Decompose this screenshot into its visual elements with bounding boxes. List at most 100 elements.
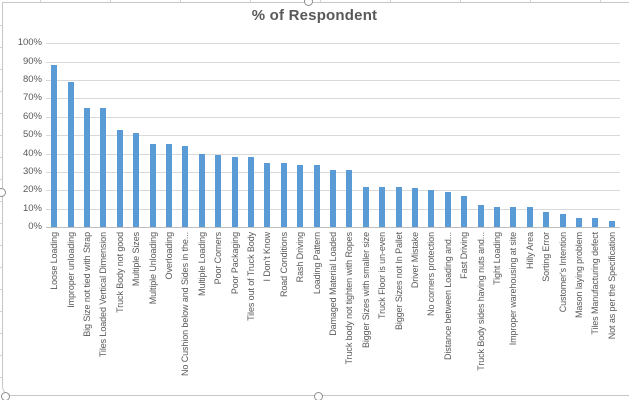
sheet-column-border — [40, 0, 41, 3]
y-axis-label: 0% — [28, 221, 42, 232]
bar-10[interactable] — [198, 153, 205, 227]
x-axis-label: No Cushion below and Sides in the... — [180, 232, 191, 376]
sheet-row-border — [0, 69, 3, 70]
bar-1[interactable] — [51, 65, 58, 227]
sheet-column-border — [600, 0, 601, 3]
bar-25[interactable] — [444, 192, 451, 227]
x-axis-label: Multiple Loading — [196, 232, 207, 296]
chart-title[interactable]: % of Respondent — [251, 7, 378, 24]
sheet-row-border — [0, 179, 3, 180]
bar-27[interactable] — [477, 204, 484, 227]
x-axis-label: Multiple Unloading — [147, 232, 158, 305]
sheet-column-border — [110, 0, 111, 3]
x-axis-label: Tiles out of Truck Body — [246, 232, 256, 321]
x-axis-label: Multiple Sizes — [131, 232, 142, 287]
bar-35[interactable] — [608, 221, 615, 227]
sheet-row-border — [0, 311, 3, 312]
y-axis-label: 50% — [22, 129, 42, 141]
sheet-row-border — [0, 223, 3, 224]
bar-17[interactable] — [313, 164, 320, 227]
selection-handle-bottom-middle[interactable] — [314, 392, 323, 400]
y-axis-label: 70% — [22, 92, 42, 104]
gridline — [46, 80, 620, 82]
sheet-column-border — [460, 0, 461, 3]
y-axis-label: 80% — [22, 74, 42, 86]
bar-24[interactable] — [428, 190, 435, 227]
bar-13[interactable] — [248, 157, 254, 227]
bar-18[interactable] — [330, 170, 336, 227]
x-axis-label: Fast Driving — [459, 232, 470, 279]
bar-3[interactable] — [84, 107, 90, 227]
x-axis-label: Tiles Manufacturing defect — [590, 232, 601, 335]
gridline — [46, 61, 620, 63]
sheet-column-border — [250, 0, 251, 3]
sheet-row-border — [0, 25, 3, 26]
x-axis-label: Customer's Intention — [557, 232, 568, 313]
x-axis-label: Poor Corners — [213, 232, 224, 285]
bar-12[interactable] — [231, 157, 238, 227]
bar-8[interactable] — [166, 144, 172, 227]
x-axis-label: Loose Loading — [49, 232, 60, 290]
bar-14[interactable] — [264, 162, 271, 227]
x-axis-label: Poor Packaging — [229, 232, 240, 295]
sheet-row-border — [0, 267, 3, 268]
sheet-column-border — [390, 0, 391, 3]
x-axis-label: Tight Loading — [492, 232, 502, 285]
x-axis-label: Driver Mistake — [410, 232, 420, 289]
bar-22[interactable] — [395, 186, 402, 227]
x-axis-label: Big Size not tied with Strap — [82, 232, 92, 337]
sheet-row-border — [0, 135, 3, 136]
sheet-column-border — [530, 0, 531, 3]
bar-23[interactable] — [412, 188, 418, 227]
x-axis-label: Bigger Sizes not In Pallet — [393, 232, 404, 330]
bar-19[interactable] — [346, 170, 353, 227]
sheet-row-border — [0, 91, 3, 92]
sheet-row-border — [0, 47, 3, 48]
x-axis-label: Overloading — [164, 232, 174, 280]
bar-16[interactable] — [297, 164, 304, 227]
x-axis-line — [46, 227, 620, 228]
x-axis-label: Rash Driving — [295, 232, 306, 283]
x-axis-label: No corners protection — [426, 232, 437, 316]
sheet-row-border — [0, 355, 3, 356]
bar-21[interactable] — [379, 186, 386, 227]
sheet-row-border — [0, 377, 3, 378]
bar-33[interactable] — [576, 217, 582, 227]
bar-2[interactable] — [67, 81, 74, 227]
y-axis-label: 90% — [22, 55, 42, 67]
x-axis-label: Improper unloading — [65, 232, 76, 308]
x-axis-label: I Don't Know — [262, 232, 273, 282]
bar-7[interactable] — [149, 144, 156, 227]
x-axis-label: Truck Body sides having nuts and... — [475, 232, 486, 371]
bar-9[interactable] — [182, 146, 189, 227]
bar-34[interactable] — [592, 217, 599, 227]
bar-31[interactable] — [543, 212, 550, 227]
selection-handle-bottom-left[interactable] — [1, 392, 10, 400]
sheet-row-border — [0, 157, 3, 158]
selection-handle-left-middle[interactable] — [0, 188, 6, 197]
x-axis-label: Truck Body not good — [114, 232, 125, 313]
gridline — [46, 98, 620, 100]
bar-20[interactable] — [362, 186, 369, 227]
gridline — [46, 116, 620, 118]
bar-5[interactable] — [116, 129, 123, 227]
bar-26[interactable] — [461, 195, 468, 227]
bar-28[interactable] — [494, 206, 500, 227]
bar-6[interactable] — [133, 133, 140, 227]
selection-handle-top-middle[interactable] — [304, 0, 313, 6]
bar-15[interactable] — [280, 162, 287, 227]
bar-32[interactable] — [559, 214, 566, 227]
sheet-row-border — [0, 113, 3, 114]
bar-4[interactable] — [100, 107, 107, 227]
sheet-column-border — [320, 0, 321, 3]
gridline — [46, 135, 620, 137]
bar-30[interactable] — [526, 206, 533, 227]
sheet-row-border — [0, 333, 3, 334]
bar-29[interactable] — [510, 206, 517, 227]
x-axis-label: Road Conditions — [278, 232, 289, 298]
sheet-row-border — [0, 201, 3, 202]
x-axis-label: Improper warehousing at site — [508, 232, 519, 346]
y-axis-label: 20% — [22, 184, 42, 196]
bar-11[interactable] — [215, 155, 222, 227]
